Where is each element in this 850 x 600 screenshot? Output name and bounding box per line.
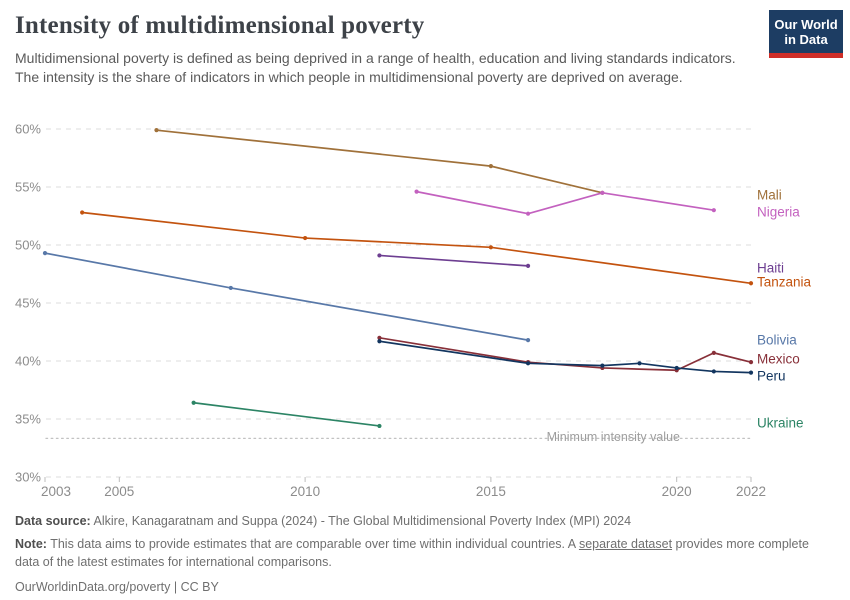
x-axis-tick-label: 2020 bbox=[662, 484, 692, 499]
series-label-bolivia[interactable]: Bolivia bbox=[757, 333, 797, 348]
series-line-haiti[interactable] bbox=[378, 254, 529, 267]
data-point-mali[interactable] bbox=[154, 128, 159, 133]
y-axis-tick-label: 50% bbox=[15, 238, 41, 253]
x-axis-tick-label: 2022 bbox=[736, 484, 766, 499]
page-title: Intensity of multidimensional poverty bbox=[15, 12, 425, 39]
data-point-nigeria[interactable] bbox=[600, 190, 605, 195]
series-line-ukraine[interactable] bbox=[192, 401, 381, 427]
series-line-nigeria[interactable] bbox=[415, 190, 715, 215]
data-point-tanzania[interactable] bbox=[488, 245, 493, 250]
data-point-peru[interactable] bbox=[377, 339, 382, 344]
series-line-mexico[interactable] bbox=[378, 336, 752, 372]
data-point-tanzania[interactable] bbox=[80, 210, 85, 215]
x-axis-tick-label: 2005 bbox=[104, 484, 134, 499]
y-axis-tick-label: 40% bbox=[15, 354, 41, 369]
x-axis-tick-label: 2015 bbox=[476, 484, 506, 499]
data-point-mexico[interactable] bbox=[377, 335, 382, 340]
series-label-nigeria[interactable]: Nigeria bbox=[757, 205, 800, 220]
data-point-mexico[interactable] bbox=[748, 360, 754, 365]
data-point-mexico[interactable] bbox=[711, 350, 716, 355]
series-label-peru[interactable]: Peru bbox=[757, 369, 786, 384]
note-label: Note: bbox=[15, 537, 47, 552]
data-point-nigeria[interactable] bbox=[711, 208, 716, 213]
note-line: Note: This data aims to provide estimate… bbox=[15, 535, 835, 571]
data-point-bolivia[interactable] bbox=[42, 251, 48, 256]
series-line-mali[interactable] bbox=[155, 129, 604, 194]
y-axis-tick-label: 35% bbox=[15, 412, 41, 427]
data-point-bolivia[interactable] bbox=[228, 285, 233, 291]
series-line-bolivia[interactable] bbox=[44, 252, 529, 341]
data-point-ukraine[interactable] bbox=[191, 400, 196, 405]
series-label-mexico[interactable]: Mexico bbox=[757, 352, 800, 367]
series-label-haiti[interactable]: Haiti bbox=[757, 261, 784, 276]
chart-footer: Data source: Alkire, Kanagaratnam and Su… bbox=[15, 512, 835, 597]
series-label-tanzania[interactable]: Tanzania bbox=[757, 275, 812, 290]
data-point-peru[interactable] bbox=[711, 369, 716, 374]
y-axis-tick-label: 60% bbox=[15, 122, 41, 137]
data-source-line: Data source: Alkire, Kanagaratnam and Su… bbox=[15, 512, 835, 530]
chart-header: Intensity of multidimensional poverty Mu… bbox=[15, 12, 835, 88]
x-axis-tick-label: 2010 bbox=[290, 484, 320, 499]
data-point-peru[interactable] bbox=[748, 370, 754, 375]
data-source-label: Data source: bbox=[15, 514, 91, 528]
data-point-peru[interactable] bbox=[525, 361, 531, 366]
y-axis-tick-label: 45% bbox=[15, 296, 41, 311]
data-point-peru[interactable] bbox=[674, 365, 679, 371]
series-label-ukraine[interactable]: Ukraine bbox=[757, 416, 804, 431]
x-axis-tick-label: 2003 bbox=[41, 484, 71, 499]
owid-logo-line2: in Data bbox=[784, 31, 828, 47]
data-point-peru[interactable] bbox=[637, 361, 642, 366]
owid-logo-line1: Our World bbox=[774, 16, 838, 32]
data-point-haiti[interactable] bbox=[377, 253, 382, 258]
note-text-before: This data aims to provide estimates that… bbox=[46, 537, 579, 552]
owid-logo: Our World in Data bbox=[769, 10, 843, 58]
note-text-after: provides more complete data of the lates… bbox=[15, 537, 809, 570]
data-point-nigeria[interactable] bbox=[525, 211, 531, 216]
data-point-peru[interactable] bbox=[600, 363, 605, 368]
data-point-nigeria[interactable] bbox=[414, 189, 419, 194]
series-label-mali[interactable]: Mali bbox=[757, 188, 782, 203]
y-axis-tick-label: 30% bbox=[15, 470, 41, 485]
series-line-peru[interactable] bbox=[378, 340, 752, 374]
data-point-mali[interactable] bbox=[488, 164, 493, 169]
data-point-tanzania[interactable] bbox=[303, 235, 308, 241]
data-point-bolivia[interactable] bbox=[525, 338, 531, 343]
chart-subtitle: Multidimensional poverty is defined as b… bbox=[15, 50, 736, 86]
separate-dataset-link[interactable]: separate dataset bbox=[578, 537, 673, 552]
data-point-tanzania[interactable] bbox=[748, 281, 754, 286]
data-point-ukraine[interactable] bbox=[377, 423, 382, 429]
citation-line: OurWorldinData.org/poverty | CC BY bbox=[15, 580, 219, 595]
minimum-intensity-label: Minimum intensity value bbox=[547, 430, 680, 444]
series-line-tanzania[interactable] bbox=[81, 211, 752, 285]
y-axis-tick-label: 55% bbox=[15, 180, 41, 195]
data-point-haiti[interactable] bbox=[525, 263, 531, 268]
data-source-text: Alkire, Kanagaratnam and Suppa (2024) - … bbox=[90, 514, 632, 528]
